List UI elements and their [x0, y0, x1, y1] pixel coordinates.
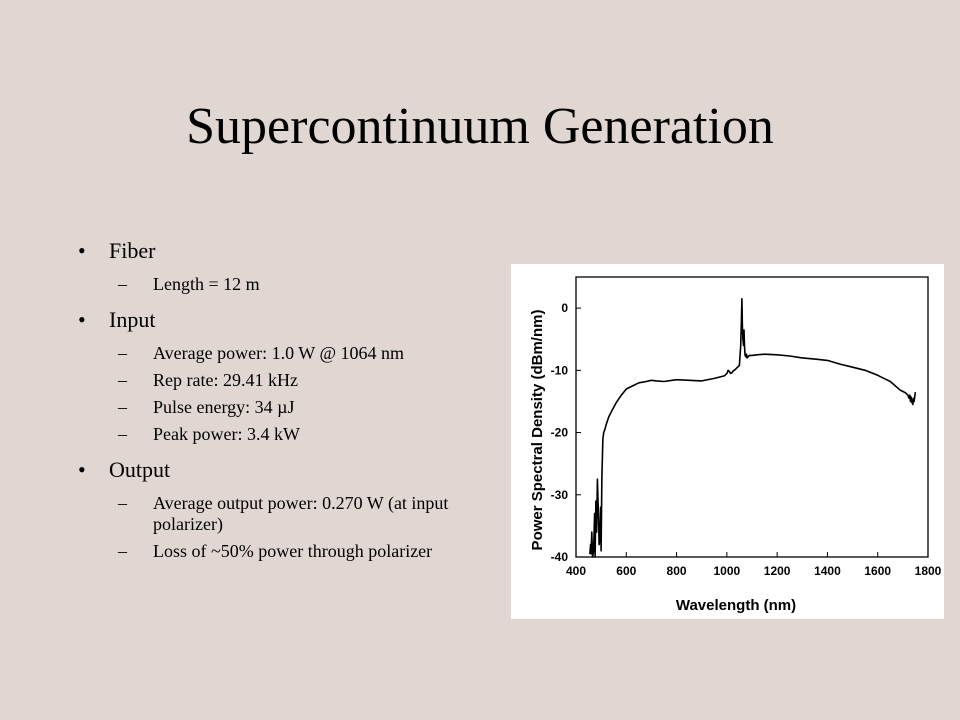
- sub-bullet-text: Loss of ~50% power through polarizer: [153, 541, 433, 561]
- sub-bullet-length: – Length = 12 m: [78, 274, 488, 295]
- y-tick-label: -10: [551, 363, 569, 377]
- plot-frame: [575, 276, 929, 558]
- bullet-fiber: • Fiber: [78, 236, 488, 266]
- y-tick-label: -30: [551, 488, 569, 502]
- dash-icon: –: [118, 493, 127, 513]
- sub-bullet-text: Length = 12 m: [153, 274, 260, 294]
- slide-title: Supercontinuum Generation: [186, 98, 774, 155]
- dash-icon: –: [118, 274, 127, 294]
- sub-bullet-average-power: – Average power: 1.0 W @ 1064 nm: [78, 343, 488, 364]
- dash-icon: –: [118, 397, 127, 417]
- x-tick-label: 1600: [864, 564, 891, 578]
- x-tick-label: 400: [566, 564, 586, 578]
- x-tick-label: 1400: [814, 564, 841, 578]
- spectrum-chart: 400 600 800 1000 1200 1400 1600 1800 0 -10 -20 -30 -…: [511, 264, 944, 619]
- sub-bullet-text: Pulse energy: 34 µJ: [153, 397, 295, 417]
- y-tick-label: -40: [551, 550, 569, 564]
- sub-bullet-text: Peak power: 3.4 kW: [153, 424, 300, 444]
- sub-bullet-peak-power: – Peak power: 3.4 kW: [78, 424, 488, 445]
- bullet-output: • Output: [78, 455, 488, 485]
- bullet-label: Output: [109, 457, 171, 482]
- x-tick-label: 800: [667, 564, 687, 578]
- y-tick-label: -20: [551, 426, 569, 440]
- bullet-dot-icon: •: [78, 307, 86, 332]
- bullet-dot-icon: •: [78, 457, 86, 482]
- sub-bullet-text: Rep rate: 29.41 kHz: [153, 370, 298, 390]
- bullet-label: Input: [109, 307, 156, 332]
- sub-bullet-text: Average output power: 0.270 W (at input …: [153, 493, 449, 534]
- y-axis-label: Power Spectral Density (dBm/nm): [529, 310, 546, 551]
- sub-bullet-pulse-energy: – Pulse energy: 34 µJ: [78, 397, 488, 418]
- spectrum-line: [589, 297, 917, 558]
- sub-bullet-text: Average power: 1.0 W @ 1064 nm: [153, 343, 405, 363]
- dash-icon: –: [118, 541, 127, 561]
- bullet-label: Fiber: [109, 238, 156, 263]
- bullet-input: • Input: [78, 305, 488, 335]
- sub-bullet-output-power: – Average output power: 0.270 W (at input…: [78, 493, 488, 535]
- plot-area: 400 600 800 1000 1200 1400 1600 1800 0 -10 -20 -30 -…: [551, 276, 942, 578]
- sub-bullet-rep-rate: – Rep rate: 29.41 kHz: [78, 370, 488, 391]
- x-tick-label: 1200: [764, 564, 791, 578]
- spectrum-chart-svg: 400 600 800 1000 1200 1400 1600 1800 0 -10 -20 -30 -…: [529, 276, 942, 614]
- sub-bullet-loss: – Loss of ~50% power through polarizer: [78, 541, 488, 562]
- dash-icon: –: [118, 370, 127, 390]
- x-tick-label: 1000: [714, 564, 741, 578]
- bullet-list: • Fiber – Length = 12 m • Input – Average po…: [78, 236, 488, 568]
- x-axis-label: Wavelength (nm): [676, 597, 796, 614]
- x-tick-label: 600: [616, 564, 636, 578]
- dash-icon: –: [118, 424, 127, 444]
- x-tick-label: 1800: [915, 564, 942, 578]
- y-tick-label: 0: [561, 301, 568, 315]
- bullet-dot-icon: •: [78, 238, 86, 263]
- dash-icon: –: [118, 343, 127, 363]
